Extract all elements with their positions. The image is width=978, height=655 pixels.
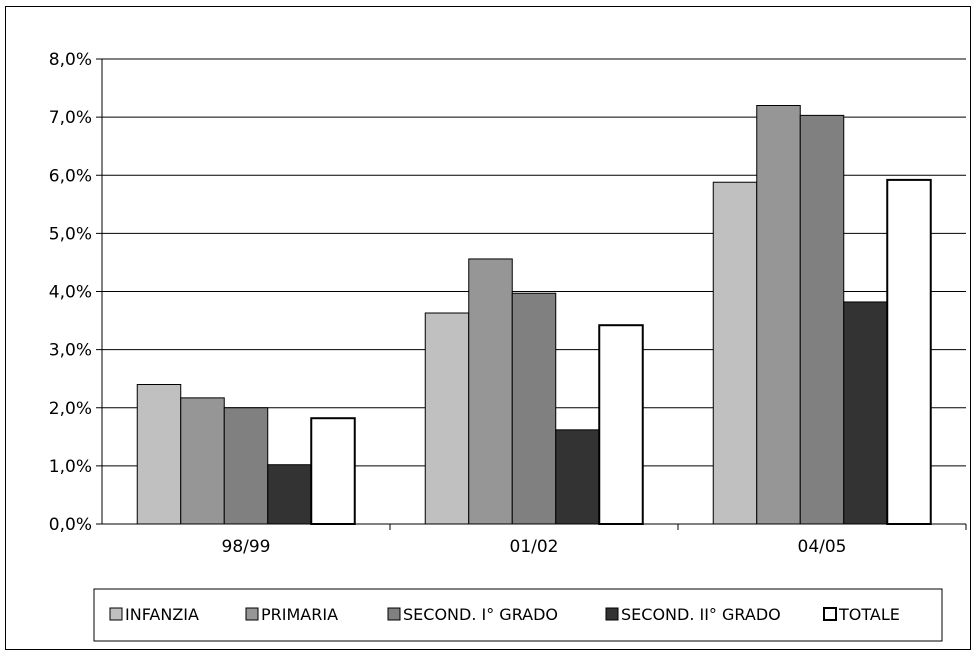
bars [136, 105, 932, 525]
bar [756, 105, 801, 525]
bar [468, 258, 513, 525]
y-tick-label: 3,0% [49, 341, 92, 361]
bar [598, 324, 644, 525]
legend-label: PRIMARIA [261, 605, 338, 624]
bar [424, 312, 470, 525]
bar [712, 181, 758, 525]
y-tick-label: 6,0% [49, 166, 92, 186]
legend-box [93, 588, 943, 642]
legend-label: TOTALE [838, 605, 900, 624]
y-tick-label: 8,0% [49, 50, 92, 70]
bar [267, 464, 312, 525]
y-tick-label: 4,0% [49, 283, 92, 303]
legend-label: INFANZIA [125, 605, 199, 624]
legend: INFANZIA PRIMARIA SECOND. I° GRADO SECOND. … [93, 588, 943, 642]
y-tick-label: 2,0% [49, 399, 92, 419]
y-tick-label: 1,0% [49, 457, 92, 477]
bar [136, 384, 182, 525]
axes [96, 58, 967, 530]
x-tick-label: 04/05 [798, 537, 847, 557]
legend-swatch [823, 607, 837, 621]
legend-swatch [387, 607, 401, 621]
y-tick-labels: 0,0% 1,0% 2,0% 3,0% 4,0% 5,0% 6,0% 7,0% 8,0% [49, 50, 92, 535]
legend-label: SECOND. II° GRADO [621, 605, 781, 624]
legend-swatch [109, 607, 123, 621]
bar [555, 429, 600, 525]
bar [310, 417, 356, 525]
x-tick-label: 98/99 [222, 537, 271, 557]
legend-swatch [245, 607, 259, 621]
bar [799, 114, 845, 525]
y-tick-label: 5,0% [49, 224, 92, 244]
x-tick-label: 01/02 [510, 537, 559, 557]
legend-label: SECOND. I° GRADO [403, 605, 558, 624]
bar [180, 397, 225, 525]
x-tick-labels: 98/99 01/02 04/05 [222, 537, 847, 557]
chart-frame: 0,0% 1,0% 2,0% 3,0% 4,0% 5,0% 6,0% 7,0% 8,0% 98/… [5, 6, 971, 650]
bar [223, 407, 269, 525]
y-tick-label: 7,0% [49, 108, 92, 128]
bar-chart: 0,0% 1,0% 2,0% 3,0% 4,0% 5,0% 6,0% 7,0% 8,0% 98/… [49, 50, 967, 642]
legend-swatch [605, 607, 619, 621]
bar [511, 292, 557, 525]
bar [843, 301, 888, 525]
bar [886, 178, 932, 525]
y-tick-label: 0,0% [49, 515, 92, 535]
